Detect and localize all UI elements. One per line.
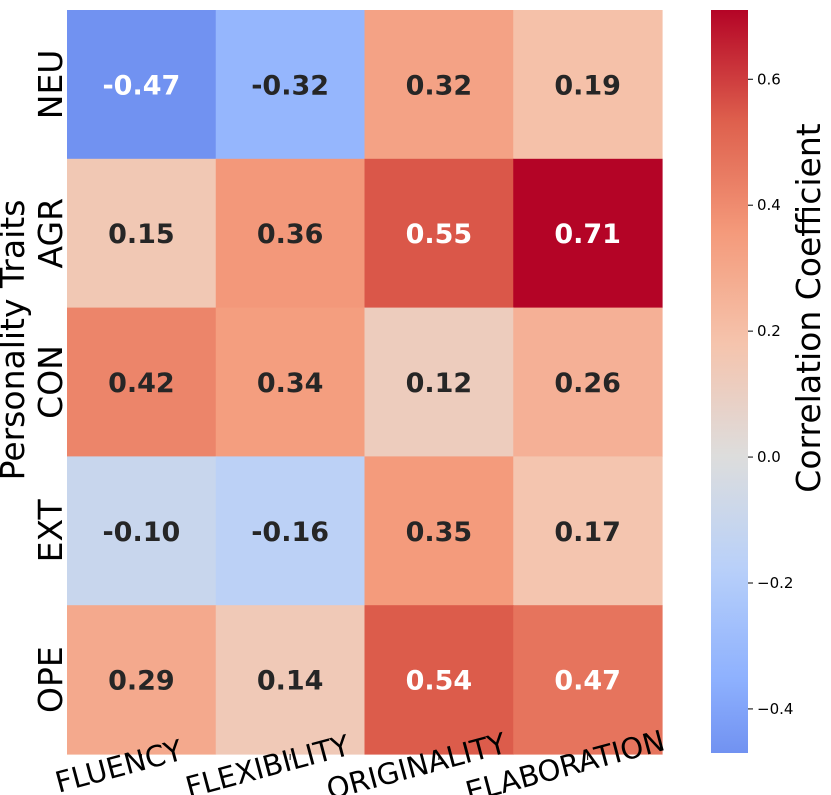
cell-value-label: 0.54 (406, 666, 473, 697)
cell-value-label: 0.12 (406, 368, 473, 399)
colorbar-title: Correlation Coefficient (789, 123, 828, 492)
colorbar-bar (711, 10, 748, 753)
heatmap-cell-agr-originality (364, 158, 514, 309)
heatmap-cell-con-elaboration (513, 307, 663, 457)
colorbar-tick-label: 0.4 (757, 196, 781, 214)
cell-value-label: -0.16 (251, 517, 329, 548)
cell-value-label: -0.47 (102, 70, 180, 101)
colorbar: 0.6 0.4 0.2 0.0 −0.2 −0.4 (711, 10, 793, 753)
colorbar-tick-label: 0.0 (757, 448, 781, 466)
cell-value-label: 0.42 (108, 368, 175, 399)
heatmap-cell-agr-fluency (67, 158, 217, 309)
colorbar-tick-label: −0.4 (757, 700, 793, 718)
heatmap-cell-neu-elaboration (513, 10, 663, 160)
heatmap-cell-con-fluency (67, 307, 217, 457)
cell-value-label: 0.35 (406, 517, 473, 548)
row-label-neu: NEU (31, 50, 70, 120)
colorbar-ticks: 0.6 0.4 0.2 0.0 −0.2 −0.4 (748, 70, 793, 718)
row-label-con: CON (31, 345, 70, 419)
heatmap-cell-neu-flexibility (215, 10, 366, 160)
cell-value-label: -0.10 (102, 517, 180, 548)
colorbar-tick-label: 0.2 (757, 322, 781, 340)
cell-value-label: 0.26 (554, 368, 621, 399)
cell-value-label: 0.34 (257, 368, 324, 399)
heatmap-cells (67, 10, 663, 755)
cell-value-label: 0.47 (554, 666, 621, 697)
heatmap-cell-agr-elaboration (513, 158, 663, 309)
colorbar-tick-label: 0.6 (757, 70, 781, 88)
cell-value-label: 0.55 (406, 219, 473, 250)
heatmap-cell-agr-flexibility (215, 158, 366, 309)
cell-value-label: 0.15 (108, 219, 175, 250)
heatmap-cell-ext-flexibility (215, 456, 366, 606)
heatmap-cell-ext-elaboration (513, 456, 663, 606)
heatmap-cell-labels: -0.47 -0.32 0.32 0.19 0.15 0.36 0.55 0.71 0.42 0.… (102, 70, 620, 696)
cell-value-label: 0.36 (257, 219, 324, 250)
y-axis-title: Personality Traits (0, 200, 32, 481)
row-labels: NEU AGR CON EXT OPE (31, 50, 70, 713)
cell-value-label: 0.14 (257, 666, 324, 697)
heatmap-cell-ext-originality (364, 456, 514, 606)
heatmap-cell-ope-flexibility (215, 605, 366, 755)
heatmap-cell-con-flexibility (215, 307, 366, 457)
cell-value-label: 0.19 (554, 70, 621, 101)
heatmap-cell-ope-elaboration (513, 605, 663, 755)
heatmap-cell-ope-originality (364, 605, 514, 755)
row-label-agr: AGR (31, 198, 70, 269)
heatmap-cell-con-originality (364, 307, 514, 457)
row-label-ext: EXT (31, 498, 70, 562)
heatmap-cell-ope-fluency (67, 605, 217, 755)
heatmap-cell-neu-fluency (67, 10, 217, 160)
colorbar-tick-label: −0.2 (757, 574, 793, 592)
row-label-ope: OPE (31, 646, 70, 713)
cell-value-label: 0.29 (108, 666, 175, 697)
cell-value-label: 0.71 (554, 219, 621, 250)
heatmap-cell-neu-originality (364, 10, 514, 160)
heatmap-cell-ext-fluency (67, 456, 217, 606)
cell-value-label: 0.32 (406, 70, 473, 101)
cell-value-label: 0.17 (554, 517, 621, 548)
cell-value-label: -0.32 (251, 70, 329, 101)
